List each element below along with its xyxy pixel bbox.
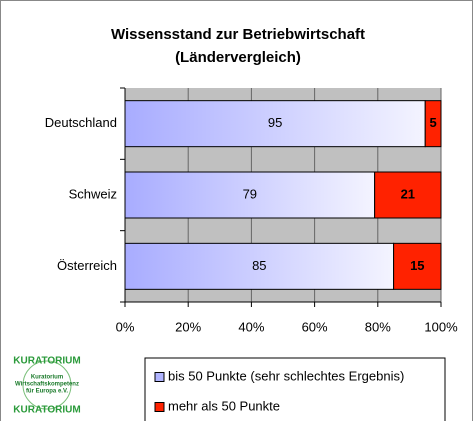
legend-swatch [154,402,165,412]
x-tick-label: 20% [175,319,201,334]
data-label: 5 [429,115,436,130]
logo: KURATORIUM Kuratorium Wirtschaftskompete… [13,356,80,416]
legend-label: bis 50 Punkte (sehr schlechtes Ergebnis) [168,368,404,383]
x-tick-label: 100% [424,319,458,334]
data-label: 85 [252,258,266,273]
data-label: 95 [268,115,282,130]
logo-name: KURATORIUM [13,405,80,416]
legend-swatch [154,372,165,382]
chart-subtitle: (Ländervergleich) [175,49,301,66]
bar [374,171,442,219]
bar [424,100,442,148]
data-label: 21 [401,186,415,201]
x-tick-label: 0% [116,319,135,334]
bar [393,242,442,290]
y-tick-label: Schweiz [69,186,117,201]
legend-label: mehr als 50 Punkte [168,398,280,413]
x-tick-label: 60% [302,319,328,334]
x-tick-label: 40% [238,319,264,334]
y-tick-label: Deutschland [45,115,117,130]
legend-box [144,357,446,421]
logo-ring [22,360,72,410]
bar [124,171,376,219]
data-label: 79 [243,186,257,201]
y-tick-label: Österreich [57,258,117,273]
logo-text: Kuratorium [31,375,63,381]
bar [124,100,426,148]
bar [124,242,395,290]
x-tick-label: 80% [365,319,391,334]
chart-title: Wissensstand zur Betriebwirtschaft [111,26,365,43]
logo-text: für Europa e.V. [26,389,68,395]
logo-name: KURATORIUM [13,356,80,367]
logo-text: Wirtschaftskompetenz [15,382,79,388]
data-label: 15 [410,258,424,273]
